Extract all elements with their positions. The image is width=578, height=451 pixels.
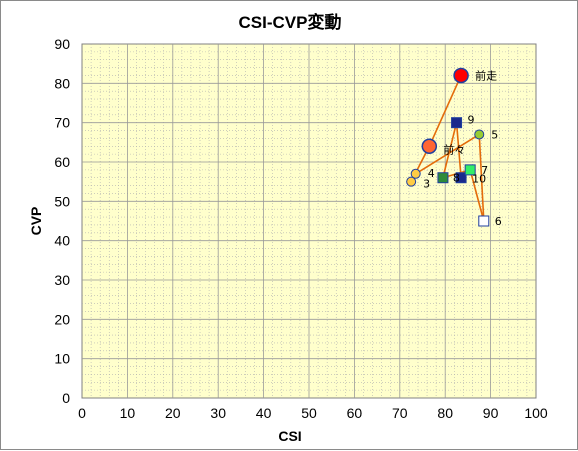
- y-tick-label: 0: [62, 390, 70, 406]
- point-marker-9: [451, 117, 463, 129]
- x-tick-label: 100: [524, 405, 548, 421]
- connection-segment: [455, 122, 462, 178]
- marker-layer: [406, 67, 490, 227]
- point-label-前々: 前々: [443, 142, 465, 156]
- tick-layer: 0 10 20 30 40 50 60 70 80 90 100 0 10 20 30 40 50 60 70 80 9…: [54, 36, 547, 421]
- y-tick-label: 20: [54, 311, 70, 327]
- point-label-9: 9: [468, 114, 475, 127]
- y-tick-label: 10: [54, 351, 70, 367]
- x-axis-label: CSI: [278, 428, 301, 444]
- point-marker-8: [437, 172, 449, 184]
- x-tick-label: 20: [165, 405, 181, 421]
- point-marker-6: [478, 215, 490, 227]
- x-tick-label: 80: [437, 405, 453, 421]
- point-label-3: 3: [423, 178, 430, 191]
- y-tick-label: 70: [54, 115, 70, 131]
- x-tick-label: 0: [78, 405, 86, 421]
- y-tick-label: 30: [54, 272, 70, 288]
- connection-segment: [478, 134, 485, 222]
- connection-segment: [415, 133, 480, 175]
- x-tick-label: 10: [120, 405, 136, 421]
- point-marker-4: [410, 168, 421, 179]
- connection-segment: [442, 122, 458, 178]
- point-marker-10: [455, 172, 467, 184]
- point-labels: 10 9 8 7 6 5 43 前々 前走: [423, 68, 502, 228]
- point-marker-前走: [453, 67, 469, 84]
- point-marker-3: [406, 176, 417, 187]
- connection-segment: [428, 75, 462, 147]
- x-tick-label: 70: [392, 405, 408, 421]
- y-tick-label: 60: [54, 154, 70, 170]
- point-label-4: 4: [428, 167, 435, 180]
- point-label-6: 6: [495, 215, 502, 228]
- chart-title: CSI-CVP変動: [239, 12, 342, 32]
- y-axis-label: CVP: [28, 207, 44, 236]
- y-tick-label: 50: [54, 193, 70, 209]
- x-tick-label: 50: [301, 405, 317, 421]
- point-marker-7: [464, 164, 476, 176]
- y-tick-label: 80: [54, 75, 70, 91]
- point-label-8: 8: [453, 172, 460, 185]
- x-tick-label: 30: [210, 405, 226, 421]
- point-label-前走: 前走: [475, 68, 497, 82]
- y-tick-label: 40: [54, 233, 70, 249]
- connection-segment: [469, 169, 485, 222]
- point-label-5: 5: [491, 128, 498, 141]
- x-tick-label: 40: [256, 405, 272, 421]
- x-tick-label: 90: [483, 405, 499, 421]
- x-tick-label: 60: [347, 405, 363, 421]
- point-marker-5: [474, 129, 485, 140]
- point-marker-前々: [421, 138, 438, 155]
- point-label-7: 7: [481, 164, 488, 177]
- y-tick-label: 90: [54, 36, 70, 52]
- point-label-10: 10: [472, 173, 486, 186]
- connection-lines: [410, 75, 485, 222]
